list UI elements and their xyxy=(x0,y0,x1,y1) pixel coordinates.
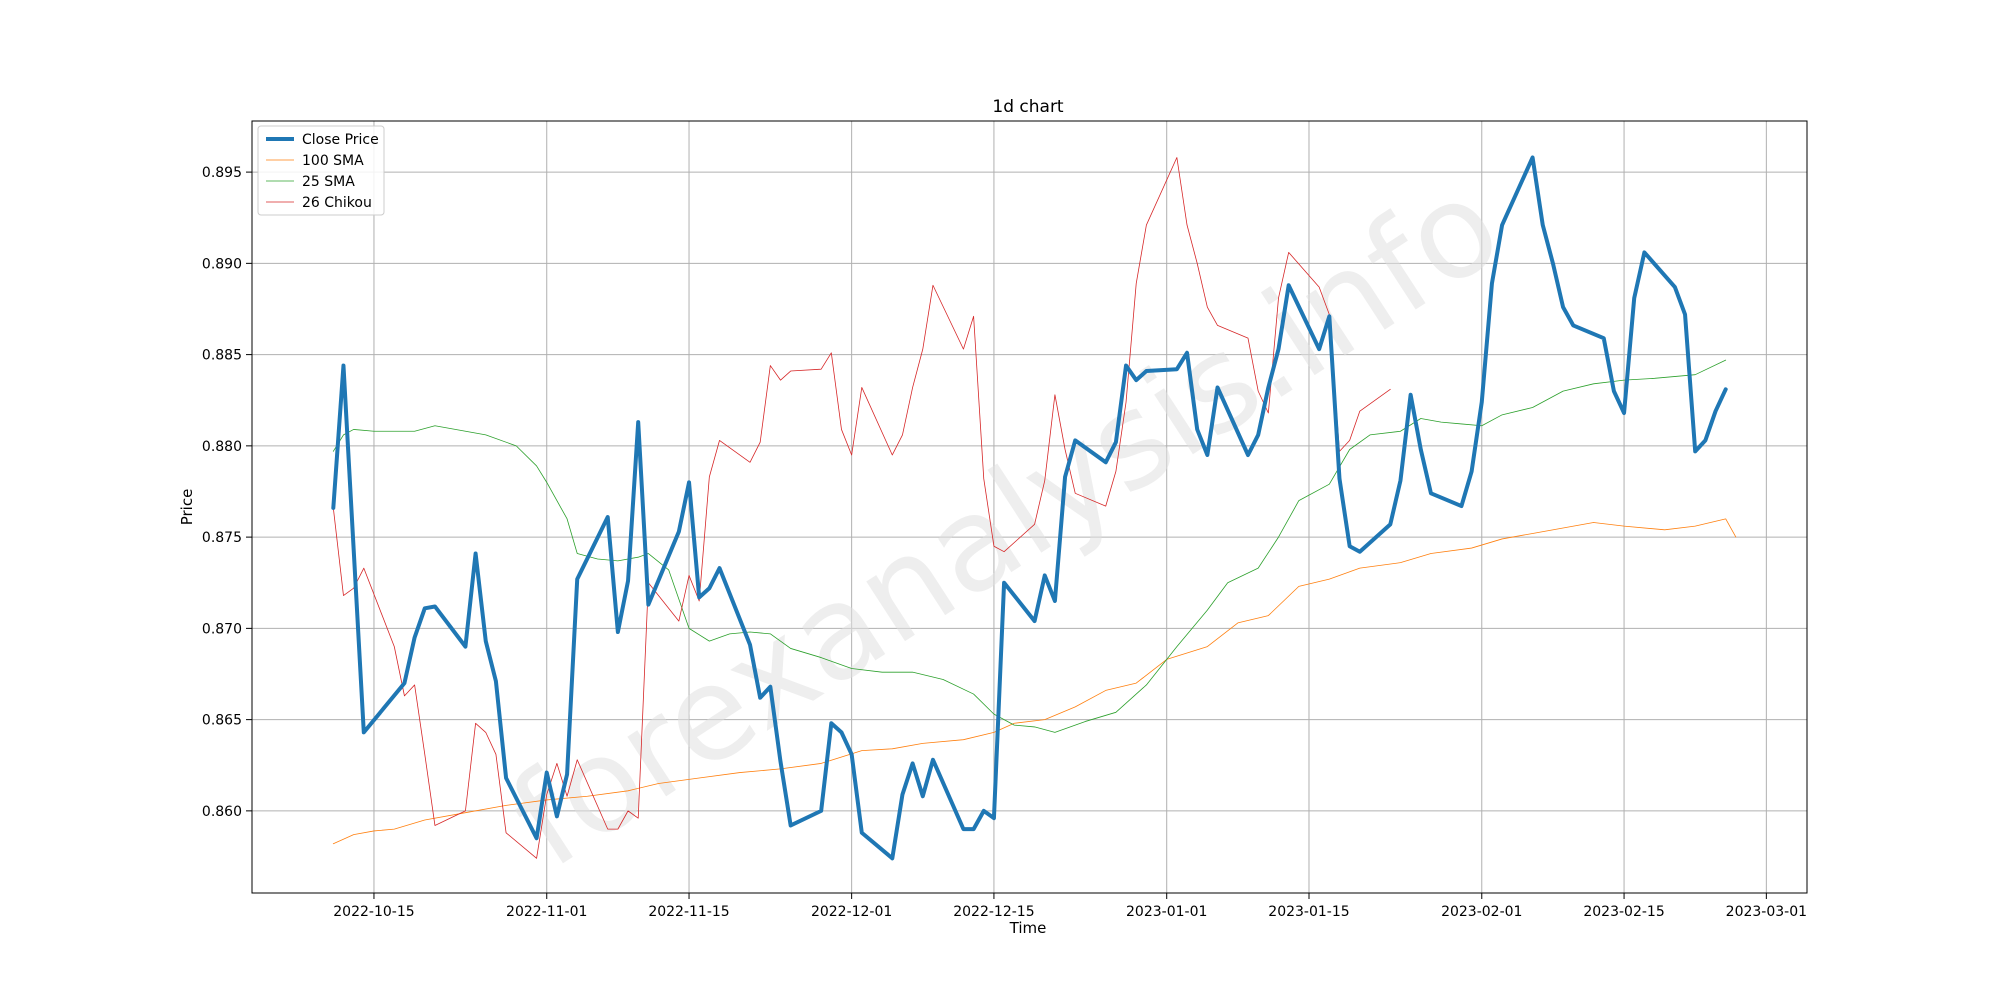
y-tick-label: 0.860 xyxy=(202,804,242,820)
legend-label: Close Price xyxy=(302,132,379,148)
x-axis: 2022-10-15 2022-11-01 2022-11-15 2022-12-01… xyxy=(333,893,1807,920)
y-tick-label: 0.865 xyxy=(202,713,242,729)
x-tick-label: 2023-01-15 xyxy=(1268,904,1349,920)
y-tick-label: 0.890 xyxy=(202,256,242,272)
y-tick-label: 0.880 xyxy=(202,439,242,455)
x-tick-label: 2022-10-15 xyxy=(333,904,414,920)
chart-title: 1d chart xyxy=(992,97,1064,117)
legend-label: 25 SMA xyxy=(302,174,355,190)
x-tick-label: 2022-12-01 xyxy=(811,904,892,920)
x-tick-label: 2022-11-01 xyxy=(506,904,587,920)
y-tick-label: 0.885 xyxy=(202,348,242,364)
y-tick-label: 0.875 xyxy=(202,530,242,546)
legend-box xyxy=(257,125,385,216)
x-tick-label: 2023-01-01 xyxy=(1126,904,1207,920)
series-line-close-price xyxy=(331,155,1728,861)
series-lines xyxy=(331,155,1737,861)
x-tick-label: 2023-03-01 xyxy=(1726,904,1807,920)
series-line-25-sma xyxy=(332,359,1727,733)
x-tick-label: 2022-11-15 xyxy=(648,904,729,920)
plot-frame xyxy=(251,120,1808,894)
legend-label: 100 SMA xyxy=(302,153,364,169)
series-line-26-chikou xyxy=(332,157,1391,859)
x-tick-label: 2022-12-15 xyxy=(953,904,1034,920)
legend-label: 26 Chikou xyxy=(302,195,372,211)
y-tick-label: 0.870 xyxy=(202,621,242,637)
y-axis: 0.860 0.865 0.870 0.875 0.880 0.885 0.890 0.895 xyxy=(202,165,252,820)
y-tick-label: 0.895 xyxy=(202,165,242,181)
x-tick-label: 2023-02-01 xyxy=(1441,904,1522,920)
legend: Close Price 100 SMA 25 SMA 26 Chikou xyxy=(257,125,385,216)
x-axis-label: Time xyxy=(1009,919,1047,937)
grid-lines xyxy=(252,121,1807,893)
y-axis-label: Price xyxy=(178,489,196,526)
x-tick-label: 2023-02-15 xyxy=(1583,904,1664,920)
